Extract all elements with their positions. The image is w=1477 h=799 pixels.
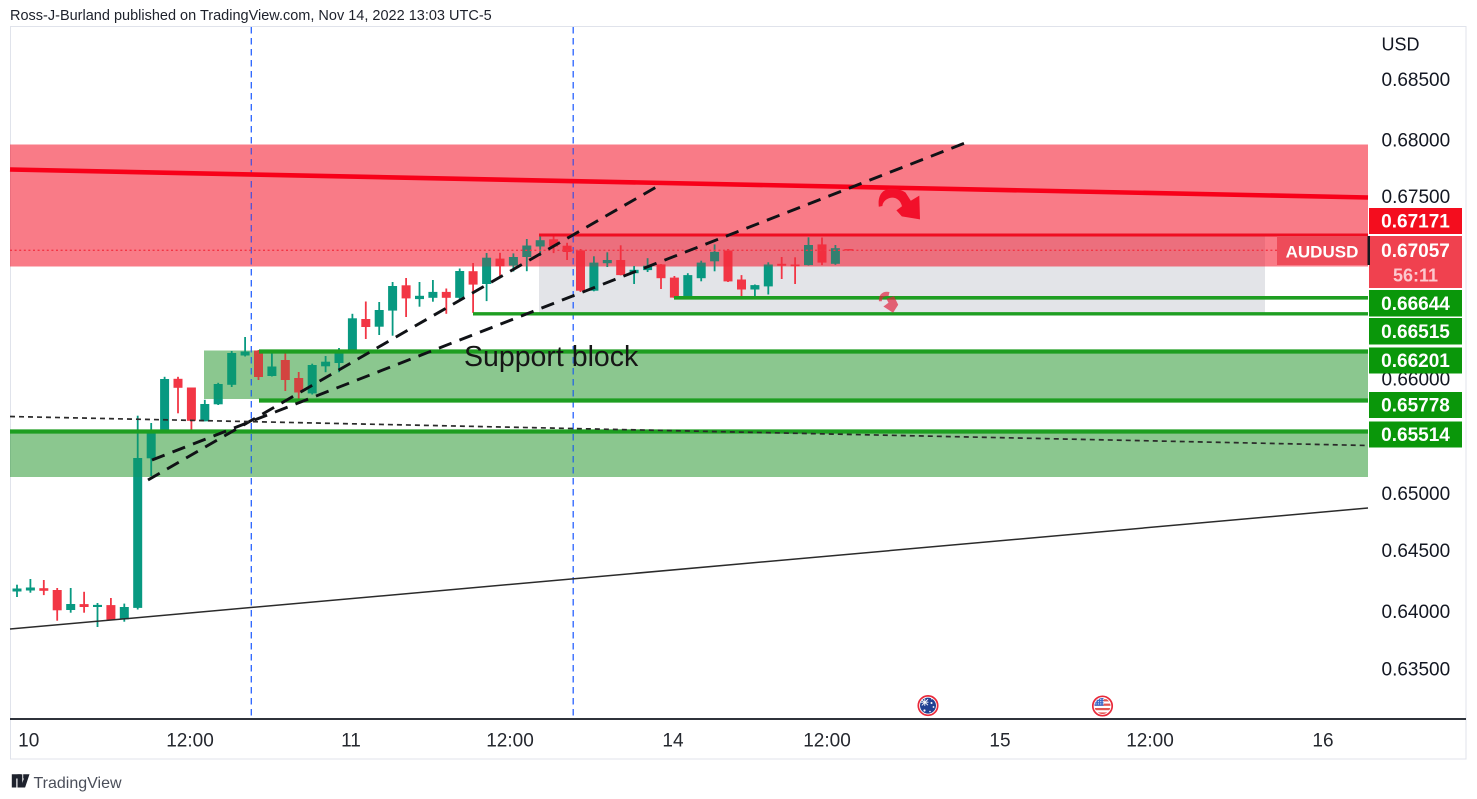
svg-text:0.65000: 0.65000 xyxy=(1382,484,1451,505)
svg-text:15: 15 xyxy=(989,731,1010,752)
svg-text:0.66515: 0.66515 xyxy=(1381,322,1450,343)
svg-text:0.65778: 0.65778 xyxy=(1381,396,1450,417)
svg-text:0.66201: 0.66201 xyxy=(1381,351,1450,372)
svg-text:0.68000: 0.68000 xyxy=(1382,130,1451,151)
svg-text:16: 16 xyxy=(1312,731,1333,752)
svg-text:0.67500: 0.67500 xyxy=(1382,187,1451,208)
svg-text:Ross-J-Burland published on Tr: Ross-J-Burland published on TradingView.… xyxy=(10,8,492,24)
svg-text:0.68500: 0.68500 xyxy=(1382,70,1451,91)
svg-text:12:00: 12:00 xyxy=(166,731,214,752)
svg-text:0.65514: 0.65514 xyxy=(1381,425,1450,446)
svg-text:USD: USD xyxy=(1382,35,1420,55)
svg-text:0.66644: 0.66644 xyxy=(1381,294,1450,315)
svg-text:0.64500: 0.64500 xyxy=(1382,541,1451,562)
svg-text:AUDUSD: AUDUSD xyxy=(1286,243,1359,262)
svg-text:10: 10 xyxy=(18,731,39,752)
svg-text:12:00: 12:00 xyxy=(803,731,851,752)
svg-text:12:00: 12:00 xyxy=(1126,731,1174,752)
svg-text:0.67171: 0.67171 xyxy=(1381,212,1450,233)
svg-text:0.64000: 0.64000 xyxy=(1382,602,1451,623)
svg-text:0.66000: 0.66000 xyxy=(1382,369,1451,390)
svg-text:11: 11 xyxy=(341,731,361,752)
svg-text:14: 14 xyxy=(662,731,684,752)
svg-text:Support block: Support block xyxy=(464,341,639,373)
svg-text:0.67057: 0.67057 xyxy=(1381,241,1450,262)
svg-text:TradingView: TradingView xyxy=(34,775,122,792)
svg-text:12:00: 12:00 xyxy=(486,731,534,752)
svg-text:0.63500: 0.63500 xyxy=(1382,659,1451,680)
svg-text:56:11: 56:11 xyxy=(1393,266,1438,286)
